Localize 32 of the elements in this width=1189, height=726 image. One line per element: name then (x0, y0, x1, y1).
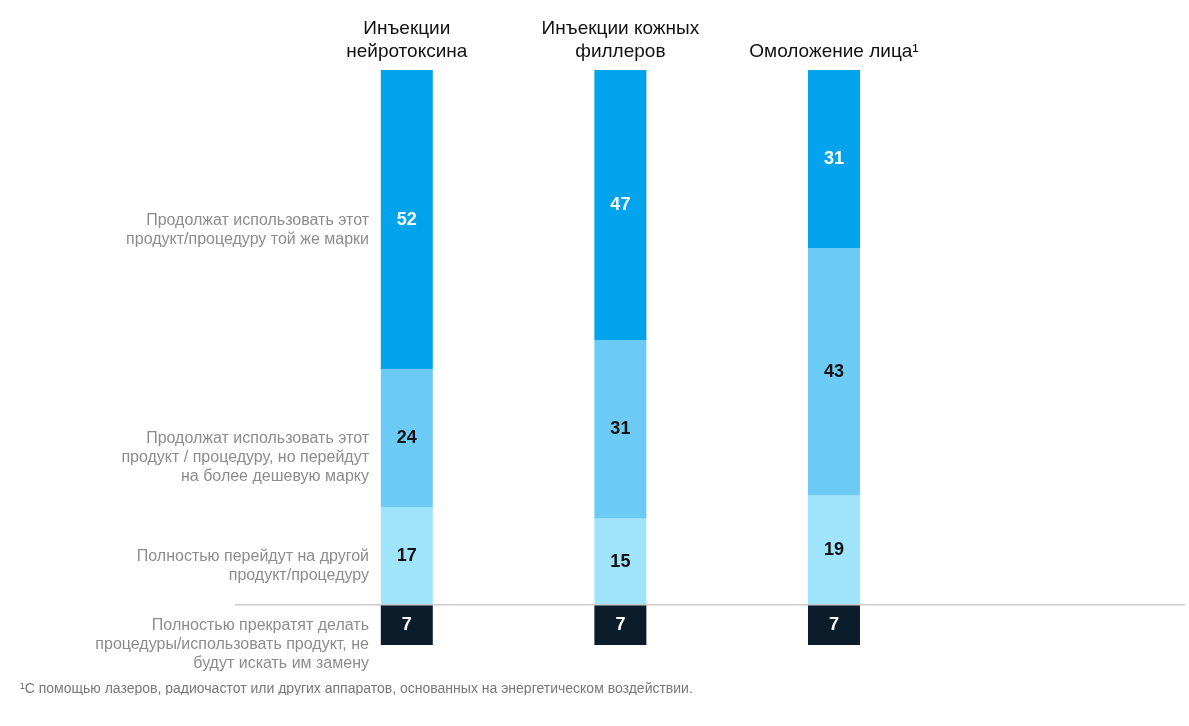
data-label: 7 (401, 613, 412, 634)
data-label: 24 (396, 427, 417, 447)
x-tick-label: Инъекции кожных филлеров (541, 17, 700, 61)
series-label: Полностью перейдут на другой продукт/процедуру (136, 546, 369, 583)
series-label: Полностью прекратят делать процедуры/использовать продукт, не будут искать им замену (95, 615, 370, 671)
data-label: 47 (610, 194, 631, 215)
bar (594, 518, 647, 605)
data-label: 43 (823, 360, 844, 381)
data-label: 15 (610, 550, 631, 571)
bar (807, 495, 860, 605)
bar (807, 248, 860, 496)
bar (380, 70, 433, 369)
bar (380, 507, 433, 605)
x-tick-label: Инъекции нейротоксина (346, 17, 468, 61)
data-label: 19 (823, 539, 844, 560)
data-label: 31 (823, 148, 844, 169)
bar (594, 70, 647, 341)
bar (594, 604, 647, 645)
series-label: Продолжат использовать этот продукт / процедуру, но перейдут на более дешевую марку (121, 429, 370, 484)
bar (380, 369, 433, 507)
data-label: 31 (610, 418, 631, 439)
x-tick-label: Омоложение лица¹ (749, 40, 919, 61)
bar (380, 604, 433, 645)
data-label: 7 (828, 613, 839, 634)
text: ¹С помощью лазеров, радиочастот или других аппаратов, основанных на энергетическом воздействии. (20, 680, 693, 696)
bar (807, 70, 860, 249)
bar (807, 604, 860, 645)
data-label: 52 (396, 208, 417, 229)
data-label: 7 (615, 613, 626, 634)
series-label: Продолжат использовать этот продукт/процедуру той же марки (126, 210, 370, 247)
data-label: 17 (396, 544, 417, 565)
bar (594, 340, 647, 519)
